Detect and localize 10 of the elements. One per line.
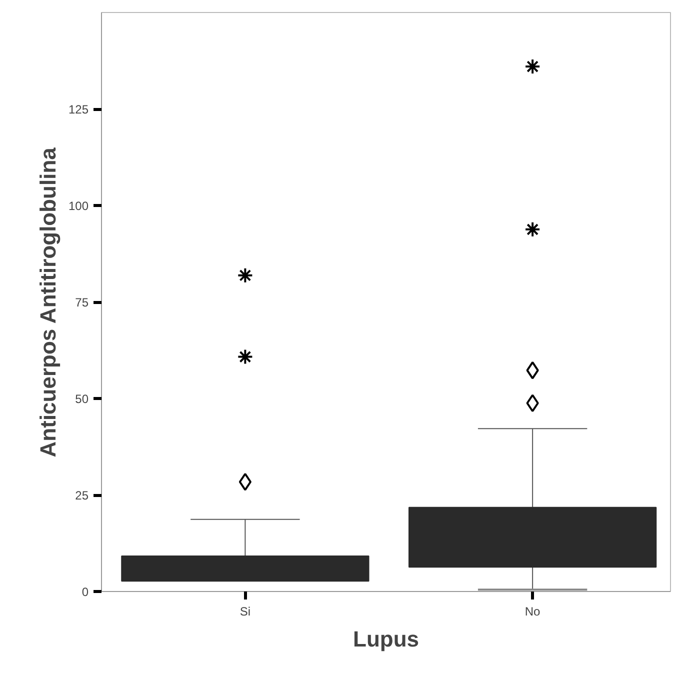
y-tick-label: 125 <box>68 102 89 116</box>
y-axis-title: Anticuerpos Antitiroglobulina <box>35 146 60 458</box>
x-axis-title: Lupus <box>353 626 420 652</box>
y-tick-label: 75 <box>75 296 89 310</box>
y-tick-label: 50 <box>75 392 89 406</box>
x-tick-label: Si <box>240 604 251 618</box>
y-tick-label: 100 <box>68 199 89 213</box>
x-tick-label: No <box>524 604 541 618</box>
y-tick-label: 25 <box>75 488 89 502</box>
y-tick-label: 0 <box>82 585 89 599</box>
